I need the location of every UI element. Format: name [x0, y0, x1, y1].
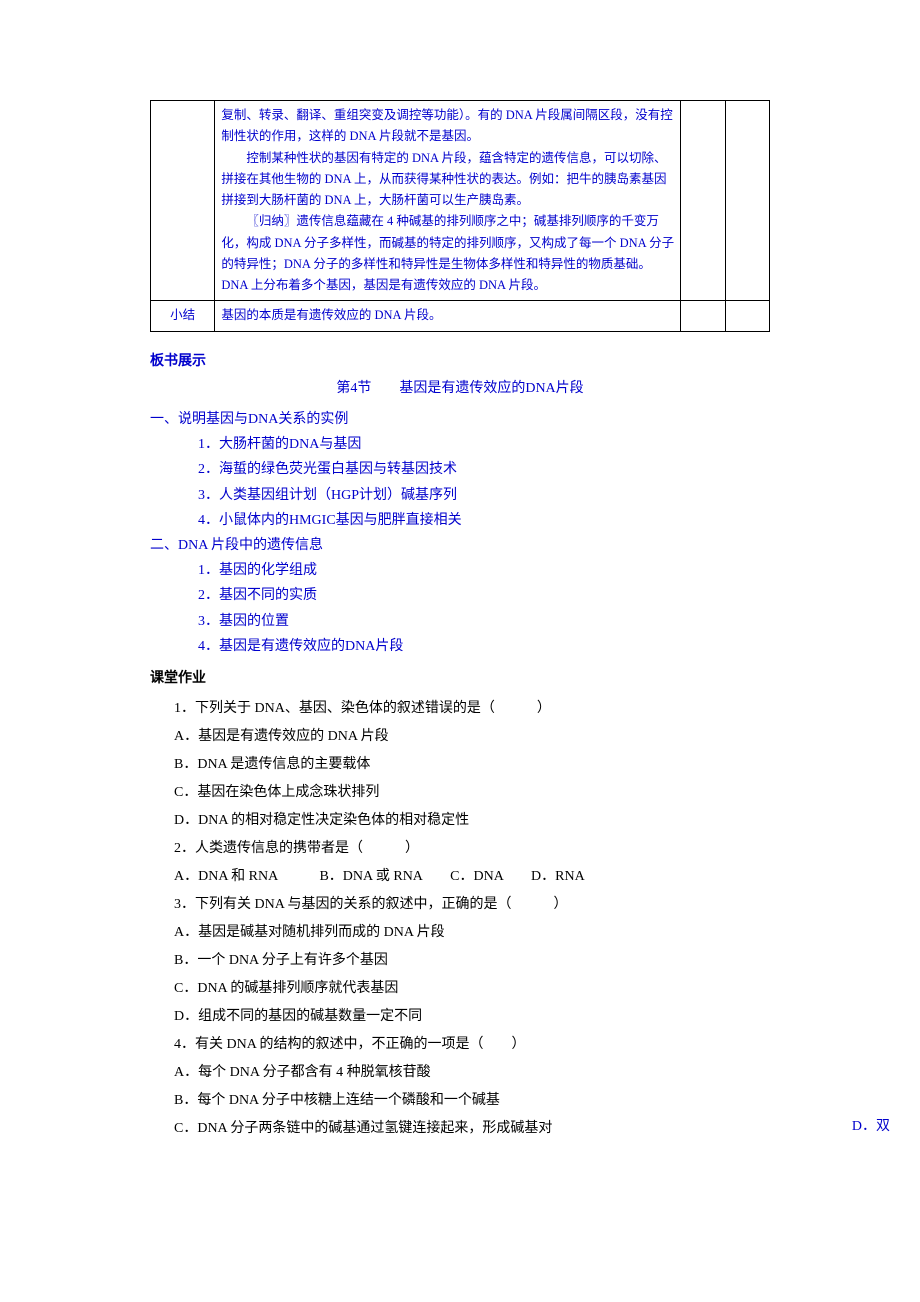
q1-stem: 1．下列关于 DNA、基因、染色体的叙述错误的是（ ） [174, 695, 770, 723]
cell-row2-a: 小结 [151, 301, 215, 331]
q4-opt-b: B．每个 DNA 分子中核糖上连结一个磷酸和一个碱基 [174, 1087, 770, 1115]
q1-opt-c: C．基因在染色体上成念珠状排列 [174, 779, 770, 807]
outline-sec1-title: 一、说明基因与DNA关系的实例 [150, 407, 770, 432]
cell-row2-d [725, 301, 769, 331]
lesson-title: 第4节 基因是有遗传效应的DNA片段 [150, 377, 770, 401]
cell-row1-a [151, 101, 215, 301]
q4-opt-c: C．DNA 分子两条链中的碱基通过氢键连接起来，形成碱基对 [174, 1121, 552, 1136]
cell-row1-b: 复制、转录、翻译、重组突变及调控等功能）。有的 DNA 片段属间隔区段，没有控制… [215, 101, 681, 301]
homework-block: 1．下列关于 DNA、基因、染色体的叙述错误的是（ ） A．基因是有遗传效应的 … [150, 695, 770, 1143]
q1-opt-b: B．DNA 是遗传信息的主要载体 [174, 751, 770, 779]
q3-opt-b: B．一个 DNA 分子上有许多个基因 [174, 947, 770, 975]
q3-stem: 3．下列有关 DNA 与基因的关系的叙述中，正确的是（ ） [174, 891, 770, 919]
cell-row1-c [681, 101, 725, 301]
homework-header: 课堂作业 [150, 667, 770, 691]
outline-item: 1．基因的化学组成 [198, 558, 770, 583]
cell-row2-b: 基因的本质是有遗传效应的 DNA 片段。 [215, 301, 681, 331]
para-2: 控制某种性状的基因有特定的 DNA 片段，蕴含特定的遗传信息，可以切除、拼接在其… [221, 148, 674, 212]
q1-opt-d: D．DNA 的相对稳定性决定染色体的相对稳定性 [174, 807, 770, 835]
table-row: 小结 基因的本质是有遗传效应的 DNA 片段。 [151, 301, 770, 331]
cell-row1-d [725, 101, 769, 301]
lesson-table: 复制、转录、翻译、重组突变及调控等功能）。有的 DNA 片段属间隔区段，没有控制… [150, 100, 770, 332]
q1-opt-a: A．基因是有遗传效应的 DNA 片段 [174, 723, 770, 751]
q3-opt-d: D．组成不同的基因的碱基数量一定不同 [174, 1003, 770, 1031]
para-3: 〖归纳〗遗传信息蕴藏在 4 种碱基的排列顺序之中；碱基排列顺序的千变万化，构成 … [221, 211, 674, 296]
q4-last-line: C．DNA 分子两条链中的碱基通过氢键连接起来，形成碱基对 D．双 [174, 1115, 770, 1143]
outline-item: 4．小鼠体内的HMGIC基因与肥胖直接相关 [198, 508, 770, 533]
outline-item: 2．海蜇的绿色荧光蛋白基因与转基因技术 [198, 457, 770, 482]
board-header: 板书展示 [150, 350, 770, 374]
q2-opts: A．DNA 和 RNA B．DNA 或 RNA C．DNA D．RNA [174, 863, 770, 891]
outline-item: 3．人类基因组计划（HGP计划）碱基序列 [198, 483, 770, 508]
q4-stem: 4．有关 DNA 的结构的叙述中，不正确的一项是（ ） [174, 1031, 770, 1059]
outline-item: 2．基因不同的实质 [198, 583, 770, 608]
outline-sec2-title: 二、DNA 片段中的遗传信息 [150, 533, 770, 558]
cell-row2-c [681, 301, 725, 331]
outline-item: 3．基因的位置 [198, 609, 770, 634]
q4-opt-a: A．每个 DNA 分子都含有 4 种脱氧核苷酸 [174, 1059, 770, 1087]
q4-opt-d: D．双 [852, 1113, 890, 1141]
q3-opt-c: C．DNA 的碱基排列顺序就代表基因 [174, 975, 770, 1003]
outline-item: 4．基因是有遗传效应的DNA片段 [198, 634, 770, 659]
outline-item: 1．大肠杆菌的DNA与基因 [198, 432, 770, 457]
q3-opt-a: A．基因是碱基对随机排列而成的 DNA 片段 [174, 919, 770, 947]
table-row: 复制、转录、翻译、重组突变及调控等功能）。有的 DNA 片段属间隔区段，没有控制… [151, 101, 770, 301]
outline: 一、说明基因与DNA关系的实例 1．大肠杆菌的DNA与基因 2．海蜇的绿色荧光蛋… [150, 407, 770, 659]
q2-stem: 2．人类遗传信息的携带者是（ ） [174, 835, 770, 863]
para-1: 复制、转录、翻译、重组突变及调控等功能）。有的 DNA 片段属间隔区段，没有控制… [221, 105, 674, 148]
